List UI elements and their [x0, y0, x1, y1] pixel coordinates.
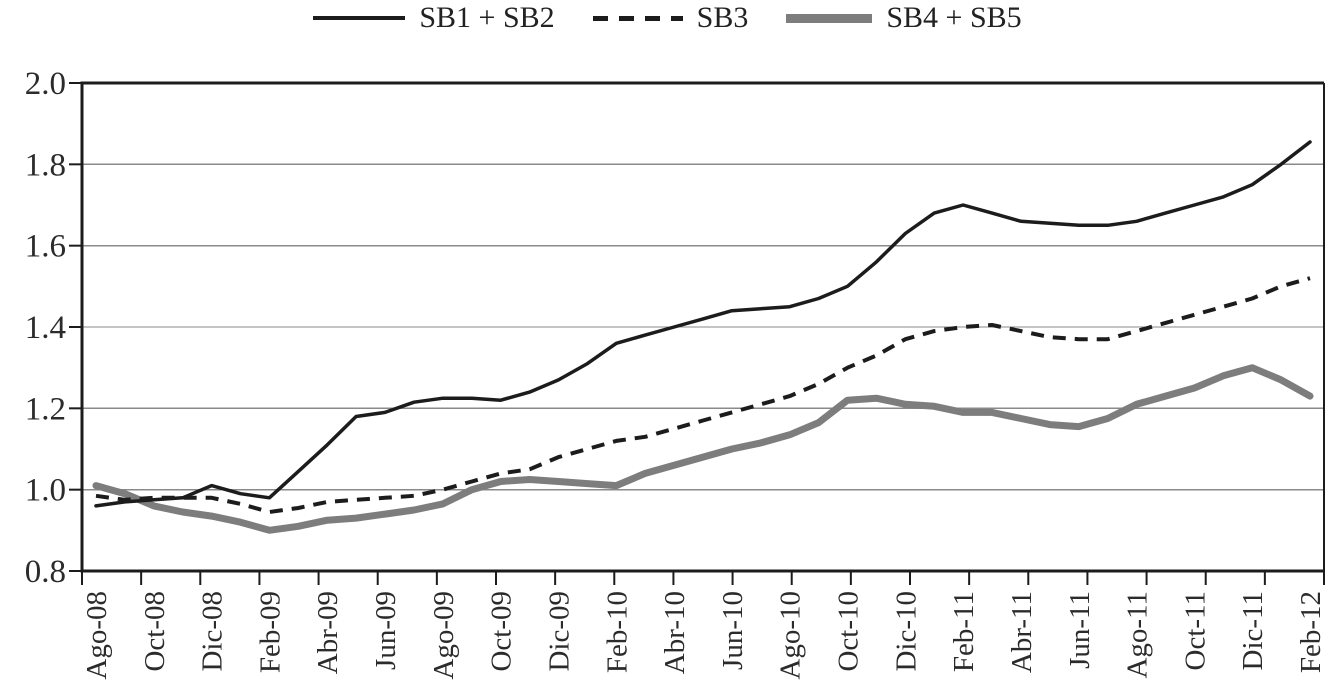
gridlines — [82, 163, 1324, 491]
series-line-sb1-sb2 — [94, 140, 1312, 508]
x-tick-label: Abr-11 — [1006, 591, 1038, 673]
x-tick-label: Feb-11 — [948, 591, 980, 672]
legend-item-sb1-sb2: SB1 + SB2 — [313, 1, 555, 34]
x-axis: Ago-08 Oct-08 Dic-08 Feb-09 Abr-09 Jun-09 Ago-… — [81, 571, 1327, 680]
legend-label-sb3: SB3 — [696, 1, 749, 34]
x-tick-label: Ago-08 — [81, 591, 113, 680]
x-tick-label: Jun-09 — [370, 591, 402, 670]
x-tick-label: Oct-10 — [833, 591, 865, 672]
x-tick-label: Ago-10 — [775, 591, 807, 680]
y-axis: 0.8 1.0 1.2 1.4 1.6 1.8 2.0 — [25, 66, 82, 590]
y-tick-label: 1.0 — [25, 473, 66, 509]
x-tick-label: Dic-08 — [197, 591, 229, 672]
x-tick-label: Ago-09 — [428, 591, 460, 680]
x-tick-label: Dic-10 — [890, 591, 922, 672]
x-tick-label: Oct-08 — [139, 591, 171, 672]
x-tick-label: Feb-10 — [601, 591, 633, 673]
x-tick-label: Jun-11 — [1064, 591, 1096, 669]
chart-legend: SB1 + SB2 SB3 SB4 + SB5 — [0, 0, 1335, 36]
series-line-sb4-sb5 — [92, 364, 1314, 534]
solid-line-icon — [313, 16, 406, 20]
x-tick-label: Feb-12 — [1295, 591, 1327, 673]
x-tick-label: Feb-09 — [254, 591, 286, 673]
legend-label-sb1-sb2: SB1 + SB2 — [419, 1, 555, 34]
dashed-line-icon — [592, 15, 683, 21]
gray-line-icon — [786, 13, 873, 23]
x-tick-label: Oct-11 — [1179, 591, 1211, 670]
series-line-sb3 — [95, 276, 1311, 514]
x-tick-label: Jun-10 — [717, 591, 749, 670]
y-tick-label: 1.4 — [25, 310, 66, 346]
legend-item-sb4-sb5: SB4 + SB5 — [786, 1, 1022, 34]
x-tick-label: Dic-11 — [1237, 591, 1269, 670]
x-tick-label: Oct-09 — [486, 591, 518, 672]
x-tick-label: Dic-09 — [543, 591, 575, 672]
y-tick-label: 1.6 — [25, 229, 66, 265]
legend-label-sb4-sb5: SB4 + SB5 — [886, 1, 1022, 34]
x-tick-label: Ago-11 — [1122, 591, 1154, 679]
x-tick-label: Abr-09 — [312, 591, 344, 674]
legend-item-sb3: SB3 — [592, 1, 749, 34]
x-tick-label: Abr-10 — [659, 591, 691, 674]
y-tick-label: 0.8 — [25, 554, 66, 590]
y-tick-label: 1.2 — [25, 391, 66, 427]
y-tick-label: 1.8 — [25, 147, 66, 183]
y-tick-label: 2.0 — [25, 66, 66, 102]
